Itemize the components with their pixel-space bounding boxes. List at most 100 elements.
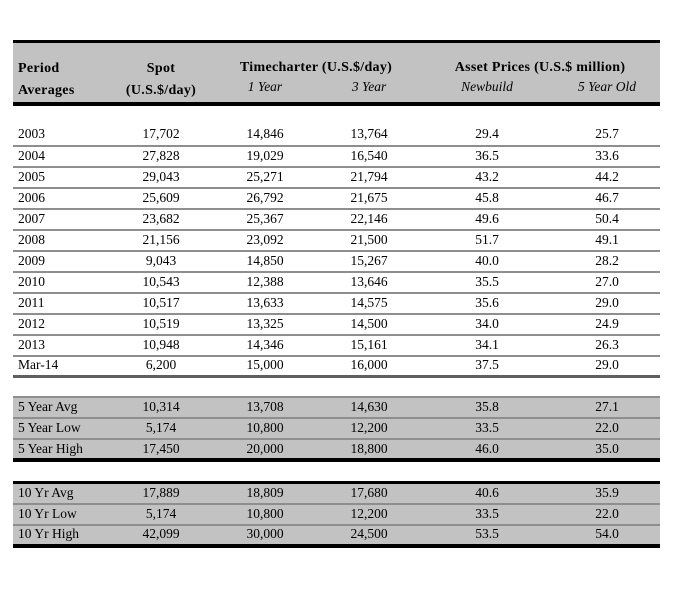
cell-spot: 17,702 xyxy=(110,124,212,147)
cell-newbuild: 46.0 xyxy=(475,440,499,456)
header-asset-prices-group: Asset Prices (U.S.$ million) xyxy=(454,60,626,75)
cell-tc-1year: 15,000 xyxy=(212,355,318,378)
cell-tc-3year: 16,540 xyxy=(318,145,420,168)
table-header: Period Averages Spot (U.S.$/day) Timecha… xyxy=(13,40,661,106)
cell-tc-1year: 13,325 xyxy=(212,313,318,336)
cell-newbuild: 35.5 xyxy=(420,271,554,294)
cell-tc-3year: 12,200 xyxy=(318,418,420,440)
table-row-5-year-low: 5 Year Low 5,174 10,800 12,200 33.5 22.0 xyxy=(13,418,660,440)
cell-tc-3year: 21,500 xyxy=(318,229,420,252)
header-1-year: 1 Year xyxy=(247,78,283,94)
header-spot-line2: (U.S.$/day) xyxy=(125,82,197,98)
table-row-2012: 2012 10,519 13,325 14,500 34.0 24.9 xyxy=(13,313,660,336)
cell-tc-3year: 14,575 xyxy=(318,292,420,315)
cell-spot: 21,156 xyxy=(110,229,212,252)
cell-period: 2006 xyxy=(13,187,110,210)
table-row-2009: 2009 9,043 14,850 15,267 40.0 28.2 xyxy=(13,250,660,273)
cell-newbuild: 33.5 xyxy=(420,418,554,440)
cell-newbuild: 35.6 xyxy=(420,292,554,315)
cell-5yearold: 50.4 xyxy=(554,208,660,231)
cell-newbuild: 40.0 xyxy=(420,250,554,273)
cell-newbuild: 51.7 xyxy=(420,229,554,252)
cell-spot: 10,948 xyxy=(110,334,212,357)
cell-spot: 25,609 xyxy=(110,187,212,210)
header-row-subcolumns: 1 Year 3 Year Newbuild 5 Year Old xyxy=(13,78,660,104)
header-3-year: 3 Year xyxy=(351,78,387,94)
cell-newbuild: 37.5 xyxy=(420,355,554,378)
cell-tc-3year: 18,800 xyxy=(350,440,388,456)
cell-tc-3year: 24,500 xyxy=(350,526,388,542)
cell-period: 2008 xyxy=(13,229,110,252)
table-row-10-yr-high: 10 Yr High 42,099 30,000 24,500 53.5 54.… xyxy=(13,525,660,546)
cell-5yearold: 22.0 xyxy=(554,503,660,526)
table-row-2003: 2003 17,702 14,846 13,764 29.4 25.7 xyxy=(13,124,660,147)
cell-5yearold: 22.0 xyxy=(554,418,660,440)
cell-spot: 23,682 xyxy=(110,208,212,231)
cell-spot: 17,450 xyxy=(142,440,180,456)
cell-tc-1year: 19,029 xyxy=(212,145,318,168)
cell-5yearold: 44.2 xyxy=(554,166,660,189)
cell-5yearold: 54.0 xyxy=(595,526,619,542)
header-period-line2: Averages xyxy=(18,82,75,98)
cell-tc-1year: 23,092 xyxy=(212,229,318,252)
header-timecharter-group: Timecharter (U.S.$/day) xyxy=(239,60,393,75)
cell-spot: 10,519 xyxy=(110,313,212,336)
cell-tc-3year: 16,000 xyxy=(318,355,420,378)
yearly-data-table: 2003 17,702 14,846 13,764 29.4 25.7 2004… xyxy=(13,124,660,378)
cell-5yearold: 35.0 xyxy=(595,440,619,456)
cell-tc-1year: 26,792 xyxy=(212,187,318,210)
cell-period: 2004 xyxy=(13,145,110,168)
cell-spot: 17,889 xyxy=(110,482,212,505)
cell-tc-1year: 14,346 xyxy=(212,334,318,357)
cell-tc-3year: 13,646 xyxy=(318,271,420,294)
cell-newbuild: 40.6 xyxy=(420,482,554,505)
cell-5yearold: 46.7 xyxy=(554,187,660,210)
cell-tc-3year: 21,794 xyxy=(318,166,420,189)
table-row-mar-14: Mar-14 6,200 15,000 16,000 37.5 29.0 xyxy=(13,355,660,378)
summary-10-year-table: 10 Yr Avg 17,889 18,809 17,680 40.6 35.9… xyxy=(13,481,660,548)
table-row-2006: 2006 25,609 26,792 21,675 45.8 46.7 xyxy=(13,187,660,210)
table-row-5-year-avg: 5 Year Avg 10,314 13,708 14,630 35.8 27.… xyxy=(13,397,660,419)
cell-tc-3year: 13,764 xyxy=(318,124,420,147)
cell-period: 10 Yr High xyxy=(18,526,79,542)
cell-newbuild: 36.5 xyxy=(420,145,554,168)
cell-newbuild: 53.5 xyxy=(475,526,499,542)
cell-newbuild: 29.4 xyxy=(420,124,554,147)
table-row-5-year-high: 5 Year High 17,450 20,000 18,800 46.0 35… xyxy=(13,439,660,460)
cell-period: 2005 xyxy=(13,166,110,189)
cell-tc-3year: 12,200 xyxy=(318,503,420,526)
table-row-2011: 2011 10,517 13,633 14,575 35.6 29.0 xyxy=(13,292,660,315)
cell-period: 2013 xyxy=(13,334,110,357)
cell-tc-3year: 22,146 xyxy=(318,208,420,231)
cell-tc-1year: 18,809 xyxy=(212,482,318,505)
cell-tc-3year: 15,161 xyxy=(318,334,420,357)
cell-tc-1year: 25,367 xyxy=(212,208,318,231)
table-row-10-yr-low: 10 Yr Low 5,174 10,800 12,200 33.5 22.0 xyxy=(13,503,660,526)
spacer xyxy=(13,378,660,396)
summary-5-year-table: 5 Year Avg 10,314 13,708 14,630 35.8 27.… xyxy=(13,396,660,462)
header-spot-line1: Spot xyxy=(146,60,176,76)
cell-period: 5 Year Low xyxy=(13,418,110,440)
cell-tc-3year: 15,267 xyxy=(318,250,420,273)
cell-spot: 10,543 xyxy=(110,271,212,294)
cell-tc-1year: 10,800 xyxy=(212,418,318,440)
cell-5yearold: 25.7 xyxy=(554,124,660,147)
cell-newbuild: 45.8 xyxy=(420,187,554,210)
header-5-year-old: 5 Year Old xyxy=(578,78,637,94)
table-row-2005: 2005 29,043 25,271 21,794 43.2 44.2 xyxy=(13,166,660,189)
cell-spot: 10,517 xyxy=(110,292,212,315)
cell-period: 10 Yr Avg xyxy=(13,482,110,505)
spacer xyxy=(13,462,660,481)
cell-period: 5 Year High xyxy=(18,440,83,456)
spacer xyxy=(13,106,660,125)
cell-period: 2009 xyxy=(13,250,110,273)
cell-newbuild: 35.8 xyxy=(420,397,554,419)
cell-5yearold: 33.6 xyxy=(554,145,660,168)
cell-tc-1year: 25,271 xyxy=(212,166,318,189)
cell-period: 2007 xyxy=(13,208,110,231)
cell-5yearold: 27.1 xyxy=(554,397,660,419)
cell-5yearold: 35.9 xyxy=(554,482,660,505)
cell-tc-1year: 12,388 xyxy=(212,271,318,294)
cell-5yearold: 28.2 xyxy=(554,250,660,273)
cell-period: 2010 xyxy=(13,271,110,294)
